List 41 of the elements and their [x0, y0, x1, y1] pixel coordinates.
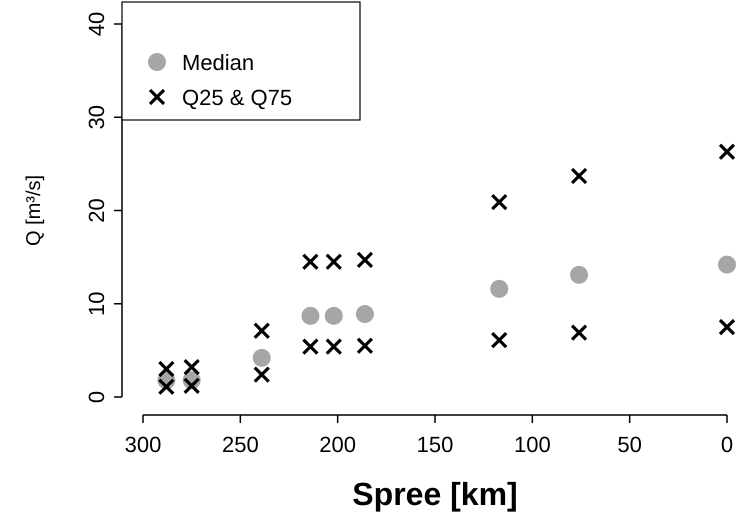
y-tick-label: 30: [84, 105, 109, 130]
y-tick-label: 20: [84, 198, 109, 223]
x-tick-label: 250: [222, 432, 259, 457]
point: [356, 305, 374, 324]
point: [490, 194, 508, 211]
point: [490, 332, 508, 349]
point: [253, 366, 270, 384]
point: [356, 337, 374, 354]
legend-label: Q25 & Q75: [182, 85, 292, 110]
x-tick-label: 200: [319, 432, 356, 457]
point: [718, 256, 736, 274]
x-tick-label: 300: [124, 432, 162, 457]
point: [570, 266, 588, 284]
point: [325, 338, 342, 356]
x-tick-label: 0: [720, 432, 734, 457]
point: [325, 253, 342, 270]
x-axis-title: Spree [km]: [352, 476, 518, 512]
point: [718, 318, 736, 336]
point: [253, 322, 270, 340]
point: [570, 167, 588, 185]
point: [252, 348, 271, 367]
point: [356, 251, 374, 269]
x-tick-label: 150: [416, 432, 454, 457]
point: [324, 306, 343, 325]
point: [570, 324, 588, 342]
y-tick-label: 0: [84, 390, 109, 404]
point: [158, 378, 175, 396]
y-tick-label: 10: [84, 292, 109, 316]
point: [718, 143, 736, 160]
x-tick-label: 50: [617, 432, 642, 457]
y-tick-label: 40: [84, 12, 109, 36]
legend-label: Median: [182, 50, 254, 75]
point: [490, 280, 508, 298]
point: [302, 338, 320, 356]
point: [302, 253, 320, 270]
point: [183, 358, 200, 376]
y-axis-title: Q [m³/s]: [23, 174, 45, 246]
point: [183, 377, 200, 394]
x-tick-label: 100: [514, 432, 551, 457]
point: [158, 360, 175, 378]
point: [301, 306, 320, 325]
